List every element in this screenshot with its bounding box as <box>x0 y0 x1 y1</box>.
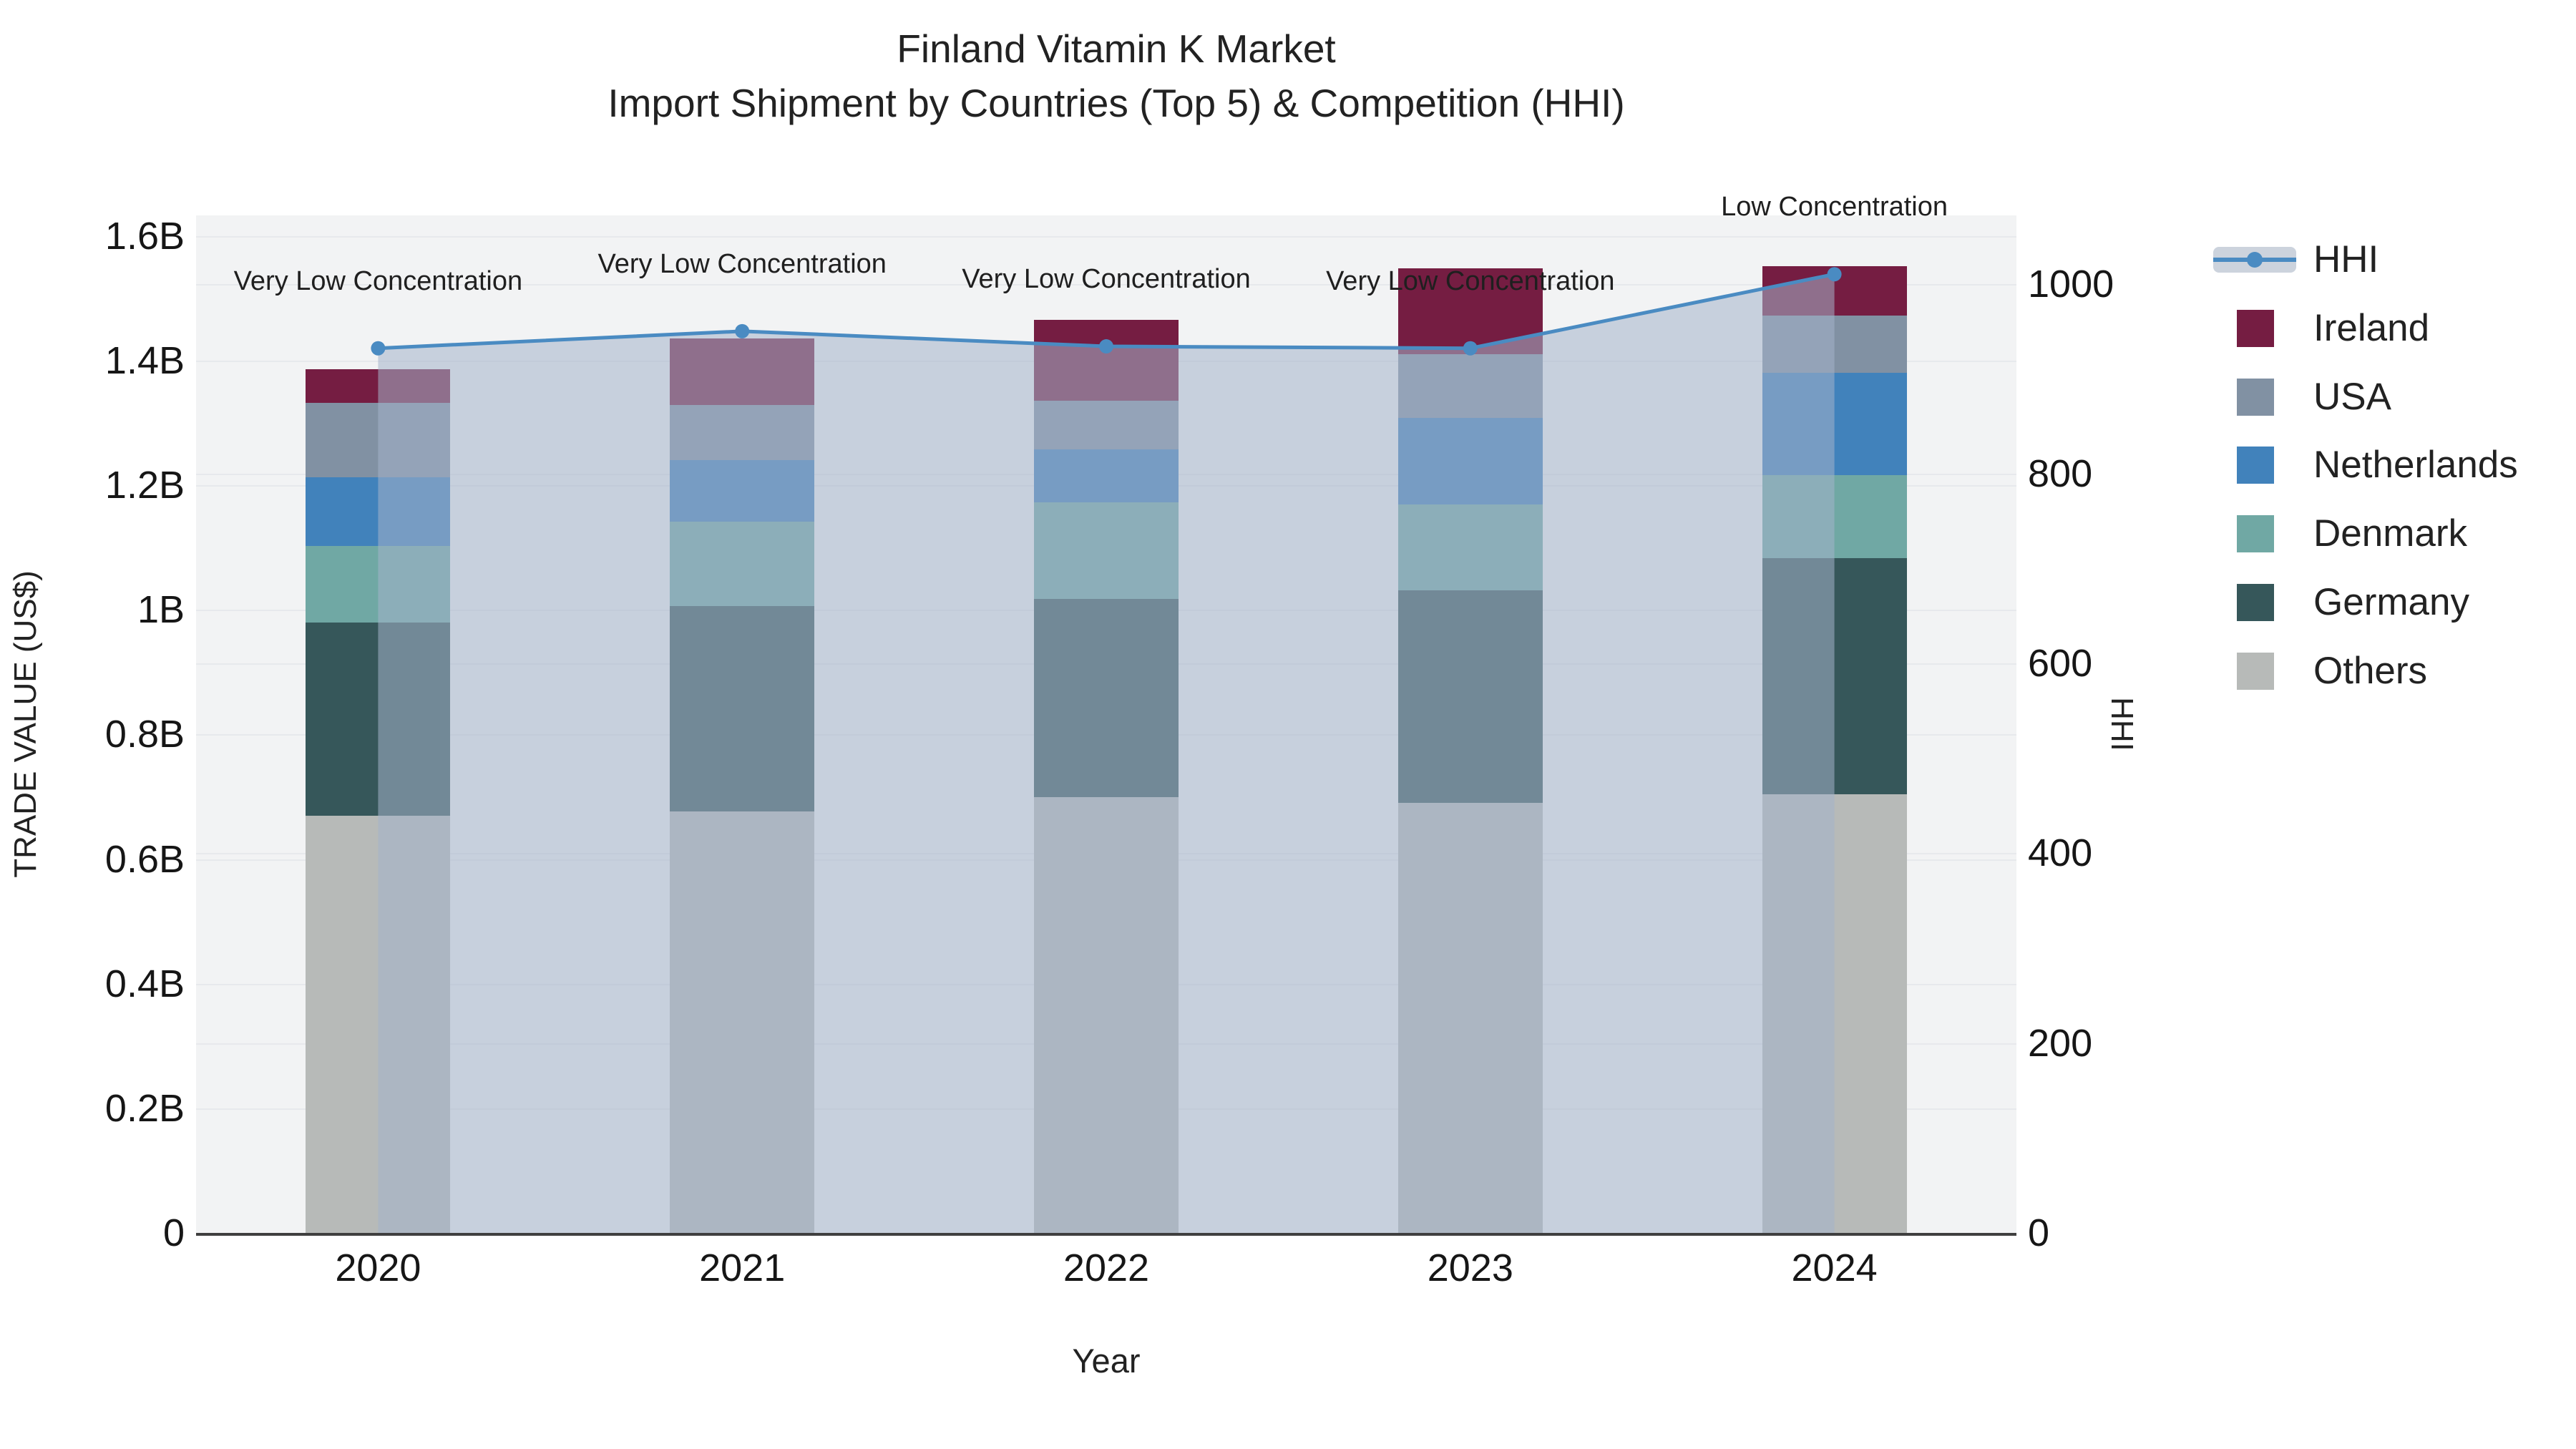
legend-swatch-germany <box>2237 584 2274 621</box>
right-tick-800: 800 <box>2028 452 2093 495</box>
x-axis-title: Year <box>1072 1342 1141 1380</box>
gridline-left-1.6B <box>196 235 2016 238</box>
legend-label-others: Others <box>2313 649 2428 692</box>
left-axis-title: TRADE VALUE (US$) <box>8 570 43 878</box>
hhi-marker-2020 <box>371 341 386 356</box>
right-tick-600: 600 <box>2028 642 2093 686</box>
left-tick-1.4B: 1.4B <box>104 338 185 382</box>
left-tick-0.4B: 0.4B <box>104 962 185 1005</box>
legend-label-hhi: HHI <box>2313 238 2379 280</box>
hhi-area-fill <box>378 274 1835 1233</box>
legend-swatch-others <box>2237 652 2274 690</box>
annotation-2021: Very Low Concentration <box>597 248 887 279</box>
right-tick-1000: 1000 <box>2028 262 2114 306</box>
legend-item-usa[interactable]: USA <box>2213 365 2557 429</box>
annotation-2024: Low Concentration <box>1721 192 1948 223</box>
left-tick-0.2B: 0.2B <box>104 1086 185 1130</box>
legend-swatch-netherlands <box>2237 447 2274 484</box>
x-tick-2020: 2020 <box>335 1246 421 1289</box>
chart-title: Finland Vitamin K Market Import Shipment… <box>0 21 2233 130</box>
legend-item-hhi[interactable]: HHI <box>2213 228 2557 292</box>
legend-item-germany[interactable]: Germany <box>2213 570 2557 635</box>
left-tick-0.8B: 0.8B <box>104 713 185 756</box>
legend-item-ireland[interactable]: Ireland <box>2213 296 2557 361</box>
legend-label-denmark: Denmark <box>2313 512 2468 555</box>
legend-swatch-ireland <box>2237 309 2274 347</box>
legend-label-germany: Germany <box>2313 581 2469 623</box>
legend-item-netherlands[interactable]: Netherlands <box>2213 433 2557 497</box>
hhi-marker-2023 <box>1463 341 1478 356</box>
legend-swatch-denmark <box>2237 515 2274 553</box>
annotation-2022: Very Low Concentration <box>962 264 1251 295</box>
legend-label-ireland: Ireland <box>2313 306 2430 349</box>
right-axis-title: HHI <box>2104 697 2140 751</box>
left-tick-1.6B: 1.6B <box>104 214 185 258</box>
legend-label-netherlands: Netherlands <box>2313 444 2518 487</box>
left-tick-1B: 1B <box>137 588 185 632</box>
hhi-marker-2024 <box>1827 267 1842 282</box>
chart-title-line1: Finland Vitamin K Market <box>897 26 1336 71</box>
hhi-marker-2021 <box>735 323 750 338</box>
right-tick-200: 200 <box>2028 1021 2093 1065</box>
annotation-2023: Very Low Concentration <box>1326 265 1615 296</box>
gridline-right-1000 <box>196 283 2016 286</box>
x-tick-2024: 2024 <box>1791 1246 1878 1289</box>
legend-label-usa: USA <box>2313 375 2391 418</box>
hhi-line-overlay <box>371 267 1842 1233</box>
x-tick-2022: 2022 <box>1063 1246 1150 1289</box>
left-tick-1.2B: 1.2B <box>104 464 185 507</box>
right-tick-400: 400 <box>2028 831 2093 875</box>
plot-area <box>196 215 2016 1236</box>
x-tick-2021: 2021 <box>699 1246 786 1289</box>
legend-item-others[interactable]: Others <box>2213 639 2557 703</box>
x-tick-2023: 2023 <box>1427 1246 1513 1289</box>
hhi-legend-marker-dot <box>2247 252 2263 268</box>
chart-title-line2: Import Shipment by Countries (Top 5) & C… <box>608 81 1625 125</box>
legend-item-denmark[interactable]: Denmark <box>2213 502 2557 566</box>
left-tick-0.6B: 0.6B <box>104 837 185 881</box>
legend-swatch-usa <box>2237 378 2274 416</box>
right-tick-0: 0 <box>2028 1211 2050 1254</box>
left-tick-0: 0 <box>162 1211 185 1254</box>
hhi-marker-2022 <box>1099 339 1113 354</box>
annotation-2020: Very Low Concentration <box>233 265 523 296</box>
